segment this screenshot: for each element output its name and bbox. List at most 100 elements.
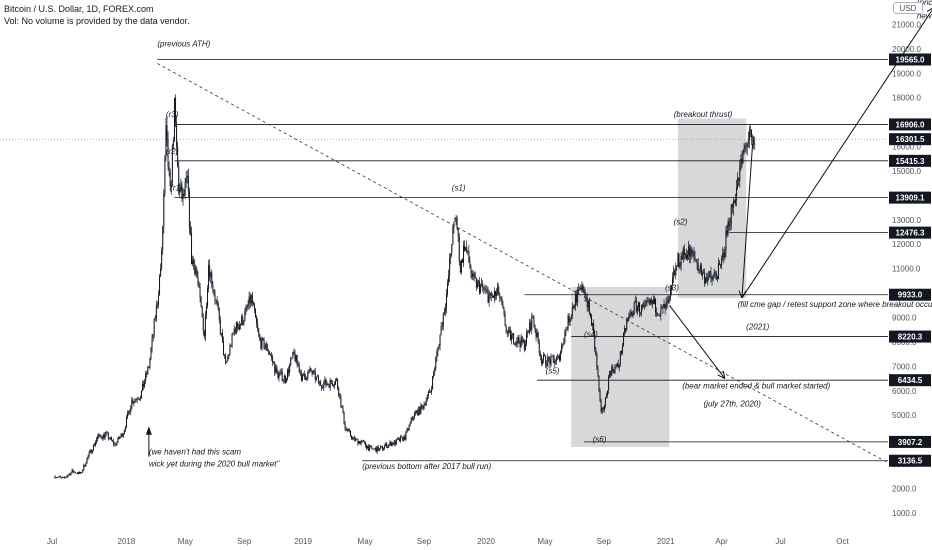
price-tag-6: 8220.3 [898,333,923,342]
arrow-bull-start-head [717,370,726,380]
candle-body [535,329,537,337]
candle-body [481,283,483,286]
candle-body [689,246,691,257]
candle-body [148,367,150,368]
candle-body [324,379,326,384]
candle-body [427,391,429,396]
candle-body [356,438,358,440]
annotation-4: (s1) [452,184,466,193]
candle-body [641,304,643,313]
candle-body [594,333,596,350]
currency-badge[interactable]: USD [893,2,923,14]
candle-body [214,293,216,301]
candle-body [640,312,642,313]
candle-body [314,371,316,380]
candle-body [187,176,189,192]
candle-body [598,375,600,391]
candle-body [412,417,414,419]
candle-body [496,292,498,296]
candle-body [485,289,487,290]
candle-body [458,236,460,262]
candle-body [208,265,210,289]
y-tick-label: 11000.0 [892,265,921,274]
candle-body [97,436,99,440]
candle-body [493,290,495,299]
candle-body [85,463,87,466]
price-axis: 1000.02000.03000.04000.05000.06000.07000… [889,20,931,518]
candle-body [211,272,213,286]
candle-body [252,302,254,305]
candle-body [299,372,301,374]
candle-body [468,251,470,263]
candle-body [103,434,105,438]
candle-body [471,273,473,278]
candle-body [202,317,204,332]
candle-body [402,436,404,441]
candle-body [191,232,193,264]
candle-body [317,376,319,383]
candle-body [365,445,367,449]
candle-body [676,266,678,267]
candle-body [231,333,233,347]
candle-body [528,332,530,333]
candle-body [277,372,279,378]
candle-body [282,379,284,382]
candle-body [298,365,300,373]
candle-body [120,433,122,437]
candle-body [729,224,731,227]
candle-body [672,277,674,286]
candle-body [375,448,377,452]
candle-body [474,275,476,278]
candle-body [456,217,458,229]
shade-zone-crash [571,286,670,447]
candle-body [322,387,324,389]
candle-body [746,144,748,147]
candle-body [61,477,63,478]
candle-body [548,356,550,360]
candle-body [422,406,424,409]
candle-body [213,289,215,294]
candle-body [66,476,68,478]
candle-body [401,436,403,438]
candle-body [391,443,393,447]
candle-body [82,469,84,473]
annotation-6: (s2) [674,218,688,227]
candle-body [486,289,488,292]
candle-body [275,367,277,373]
candle-body [443,312,445,315]
candle-body [444,307,446,313]
candle-body [385,443,387,446]
candle-body [193,260,195,265]
candle-body [607,390,609,396]
candle-body [505,326,507,333]
candle-body [596,354,598,367]
candle-body [369,445,371,451]
candle-body [489,292,491,296]
annotation-3: (r1) [170,184,183,193]
candle-body [538,342,540,354]
candle-body [146,373,148,375]
candle-body [416,410,418,413]
candle-body [508,329,510,331]
candle-body [711,277,713,280]
candle-body [530,322,532,331]
candle-body [104,433,106,438]
candle-body [460,259,462,273]
candle-body [173,98,175,141]
candle-body [703,272,705,274]
candle-body [333,384,335,387]
candle-body [280,371,282,373]
candle-body [683,248,685,256]
candle-body [423,404,425,409]
price-tag-bg [889,191,931,204]
candle-body [675,266,677,276]
candle-body [95,442,97,446]
candle-body [256,316,258,324]
candle-body [665,301,667,310]
candle-body [164,157,166,194]
candle-body [150,348,152,359]
candle-body [68,473,70,476]
candle-body [215,299,217,301]
candle-body [137,399,139,401]
